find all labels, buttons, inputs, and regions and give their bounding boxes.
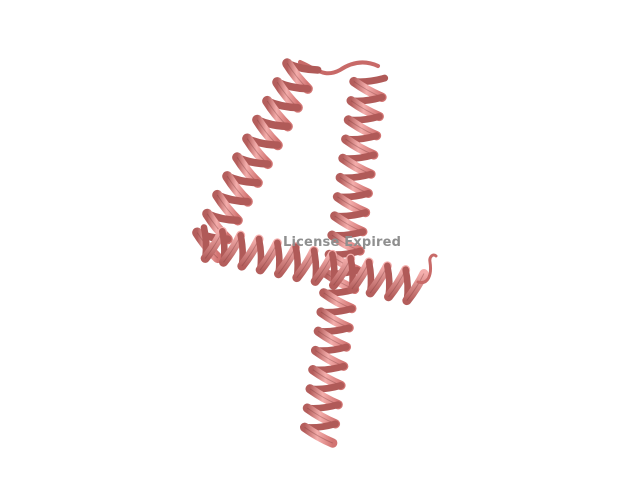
helix-right <box>300 74 389 448</box>
license-watermark: License Expired <box>283 235 402 250</box>
terminal-tail <box>416 253 438 285</box>
helix-horizontal <box>200 224 429 306</box>
helix-left <box>192 58 322 264</box>
helix-turn-edge <box>406 273 425 301</box>
helix-turn-front <box>300 422 338 448</box>
helix-turn-edge <box>304 426 333 444</box>
helix-turn-front <box>402 269 429 306</box>
